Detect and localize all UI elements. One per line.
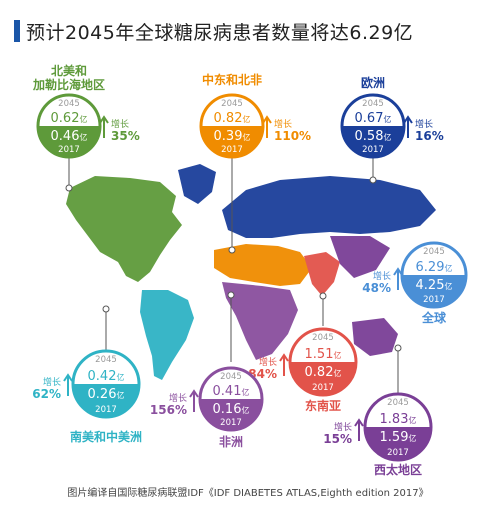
growth-percent-eu: 16% <box>415 129 444 143</box>
value-2045-sea: 1.51亿 <box>305 347 342 362</box>
title-accent-bar <box>14 20 20 42</box>
value-2045-afr: 0.41亿 <box>213 384 250 399</box>
value-2045-wp: 1.83亿 <box>380 412 417 427</box>
continents <box>66 164 436 380</box>
year-2045-label: 2045 <box>221 99 243 109</box>
value-2017-sea: 0.82亿 <box>305 365 342 380</box>
growth-percent-wp: 15% <box>323 432 352 446</box>
connector-lines <box>65 156 402 396</box>
year-2017-label: 2017 <box>423 295 445 305</box>
year-2045-label: 2045 <box>220 372 242 382</box>
growth-arrow-icon <box>393 267 403 290</box>
greenland-shape <box>178 164 216 204</box>
page-title: 预计2045年全球糖尿病患者数量将达6.29亿 <box>26 22 414 44</box>
region-bubbles: 20450.62亿0.46亿2017北美和加勒比海地区增长35%20450.82… <box>32 63 468 477</box>
growth-label: 增长 <box>259 356 277 368</box>
growth-label: 增长 <box>334 421 352 433</box>
year-2045-label: 2045 <box>95 355 117 365</box>
oceania-shape <box>352 318 398 356</box>
value-2017-glob: 4.25亿 <box>416 278 453 293</box>
year-2045-label: 2045 <box>423 247 445 257</box>
region-label-na: 加勒比海地区 <box>32 77 105 92</box>
value-2017-sacam: 0.26亿 <box>88 387 125 402</box>
value-2017-wp: 1.59亿 <box>380 430 417 445</box>
growth-percent-glob: 48% <box>362 281 391 295</box>
growth-percent-afr: 156% <box>150 403 187 417</box>
year-2017-label: 2017 <box>387 448 409 458</box>
year-2017-label: 2017 <box>95 405 117 415</box>
value-2045-na: 0.62亿 <box>51 111 88 126</box>
growth-label: 增长 <box>111 118 129 130</box>
year-2017-label: 2017 <box>221 145 243 155</box>
year-2017-label: 2017 <box>312 383 334 393</box>
europe-russia-shape <box>222 176 436 238</box>
growth-arrow-icon <box>63 373 73 396</box>
value-2045-eu: 0.67亿 <box>355 111 392 126</box>
value-2045-glob: 6.29亿 <box>416 260 453 275</box>
growth-percent-sacam: 62% <box>32 387 61 401</box>
africa-shape <box>222 282 298 360</box>
bubble-lower-half-sacam <box>73 384 139 417</box>
growth-arrow-icon <box>279 353 289 376</box>
growth-label: 增长 <box>274 118 292 130</box>
bubble-lower-half-glob <box>402 275 466 307</box>
growth-arrow-icon <box>189 389 199 412</box>
region-label-glob: 全球 <box>421 310 447 325</box>
growth-arrow-icon <box>403 115 413 138</box>
growth-arrow-icon <box>262 115 272 138</box>
region-label-sacam: 南美和中美洲 <box>70 429 142 444</box>
value-2045-mena: 0.82亿 <box>214 111 251 126</box>
year-2017-label: 2017 <box>362 145 384 155</box>
south-america-shape <box>140 290 194 380</box>
growth-label: 增长 <box>373 270 391 282</box>
growth-percent-mena: 110% <box>274 129 311 143</box>
value-2045-sacam: 0.42亿 <box>88 369 125 384</box>
value-2017-na: 0.46亿 <box>51 129 88 144</box>
bubble-lower-half-na <box>38 126 100 157</box>
value-2017-eu: 0.58亿 <box>355 129 392 144</box>
region-label-wp: 西太地区 <box>374 462 422 477</box>
bubble-lower-half-mena <box>201 126 263 157</box>
region-label-eu: 欧洲 <box>361 75 385 90</box>
north-america-shape <box>66 176 182 282</box>
bubble-lower-half-afr <box>200 399 262 430</box>
source-footnote: 图片编译自国际糖尿病联盟IDF《IDF DIABETES ATLAS,Eight… <box>67 488 429 499</box>
bubble-lower-half-wp <box>365 427 431 460</box>
year-2017-label: 2017 <box>220 418 242 428</box>
region-label-sea: 东南亚 <box>305 398 341 413</box>
year-2017-label: 2017 <box>58 145 80 155</box>
year-2045-label: 2045 <box>58 99 80 109</box>
year-2045-label: 2045 <box>362 99 384 109</box>
value-2017-mena: 0.39亿 <box>214 129 251 144</box>
growth-label: 增长 <box>415 118 433 130</box>
growth-label: 增长 <box>43 376 61 388</box>
year-2045-label: 2045 <box>312 333 334 343</box>
year-2045-label: 2045 <box>387 398 409 408</box>
region-label-mena: 中东和北非 <box>202 72 262 87</box>
growth-percent-na: 35% <box>111 129 140 143</box>
bubble-lower-half-sea <box>290 362 356 395</box>
value-2017-afr: 0.16亿 <box>213 402 250 417</box>
region-label-na: 北美和 <box>51 63 87 78</box>
region-label-afr: 非洲 <box>219 434 243 449</box>
middle-east-north-africa-shape <box>214 244 312 286</box>
growth-label: 增长 <box>169 392 187 404</box>
growth-arrow-icon <box>354 418 364 441</box>
bubble-lower-half-eu <box>342 126 404 157</box>
growth-percent-sea: 84% <box>248 367 277 381</box>
growth-arrow-icon <box>99 115 109 138</box>
east-asia-shape <box>330 236 390 278</box>
south-asia-shape <box>304 252 340 296</box>
